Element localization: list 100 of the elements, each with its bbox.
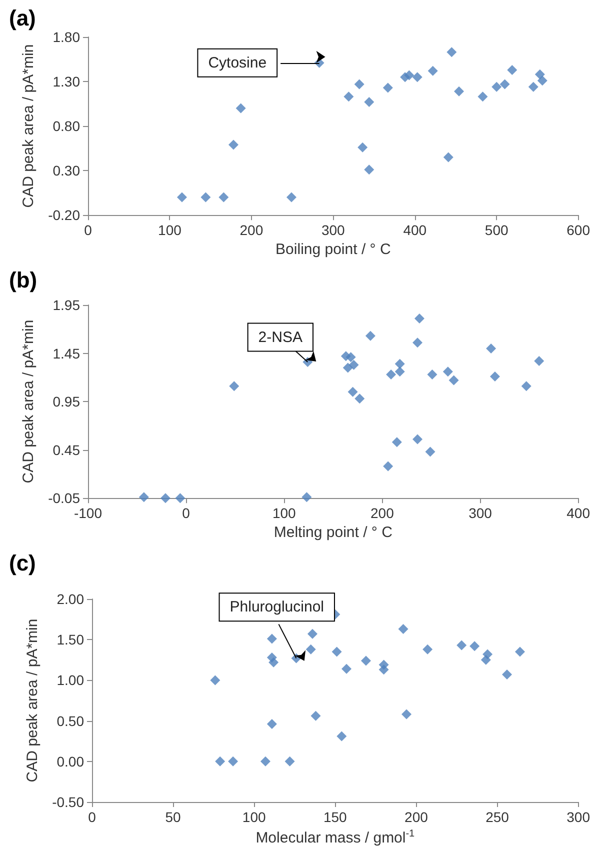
point (394, 366, 405, 377)
annotation: Cytosine (208, 54, 267, 72)
y-tick-label: 1.45 (52, 345, 80, 362)
point (176, 192, 187, 202)
point (442, 366, 453, 377)
point (486, 343, 496, 354)
chart-title: (b) (9, 268, 38, 292)
point (160, 493, 170, 504)
point (412, 338, 422, 348)
x-tick-label: 100 (242, 809, 266, 825)
x-tick-label: 200 (370, 505, 394, 522)
point (412, 434, 422, 444)
point (448, 375, 459, 386)
point (215, 756, 226, 766)
x-tick-label: 50 (165, 809, 182, 825)
y-tick-label: -0.20 (48, 207, 80, 224)
y-axis-title: CAD peak area / pA*min (20, 320, 37, 484)
point (365, 330, 376, 341)
point (236, 103, 246, 114)
annotation: Phluroglucinol (230, 598, 324, 616)
point (521, 381, 532, 392)
x-tick-label: 100 (272, 505, 296, 522)
y-tick-label: 0.50 (56, 712, 84, 729)
point (354, 79, 364, 90)
point (344, 92, 354, 102)
x-tick-label: 600 (566, 222, 590, 238)
y-tick-label: 1.80 (52, 29, 80, 45)
point (138, 492, 149, 502)
point (302, 492, 312, 502)
y-axis-title: CAD peak area / pA*min (24, 618, 41, 782)
x-tick-label: 250 (486, 809, 510, 825)
point (360, 656, 371, 666)
point (332, 646, 342, 657)
x-tick-label: 300 (321, 222, 346, 238)
point (500, 79, 510, 90)
point (478, 92, 488, 102)
point (454, 86, 464, 96)
point (490, 371, 500, 382)
point (382, 82, 393, 93)
point (310, 710, 321, 721)
point (175, 493, 186, 504)
point (534, 69, 545, 80)
point (528, 82, 538, 92)
point (428, 66, 438, 76)
y-tick-label: -0.50 (52, 794, 84, 810)
point (427, 370, 438, 380)
point (228, 140, 238, 150)
y-tick-label: 0.80 (52, 118, 80, 134)
point (456, 640, 467, 650)
x-tick-label: 200 (404, 809, 428, 825)
y-tick-label: 0.45 (52, 442, 80, 458)
point (502, 670, 512, 680)
x-tick-label: 200 (240, 222, 264, 238)
point (364, 164, 374, 175)
point (446, 47, 457, 58)
point (306, 644, 316, 654)
point (470, 641, 480, 652)
y-tick-label: 2.00 (56, 591, 84, 607)
point (392, 437, 402, 448)
point (404, 70, 414, 80)
y-tick-label: 0.00 (56, 753, 84, 770)
point (218, 192, 229, 202)
point (284, 756, 295, 766)
point (354, 394, 365, 404)
point (534, 356, 544, 366)
x-tick-label: 400 (403, 222, 427, 238)
x-tick-label: 400 (566, 505, 590, 522)
y-tick-label: 1.30 (52, 74, 80, 90)
point (383, 461, 394, 472)
y-tick-label: 1.95 (52, 297, 80, 313)
x-tick-label: 0 (88, 809, 96, 825)
point (348, 360, 359, 370)
x-tick-label: 300 (468, 505, 492, 522)
x-axis-title: Boiling point / ° C (276, 241, 391, 258)
point (229, 381, 240, 392)
x-tick-label: -100 (74, 505, 102, 522)
point (482, 649, 493, 660)
point (492, 82, 502, 92)
point (358, 142, 368, 152)
point (200, 192, 211, 202)
point (228, 756, 238, 766)
point (386, 370, 396, 380)
point (260, 756, 270, 766)
point (342, 362, 353, 373)
point (346, 352, 356, 362)
point (514, 646, 525, 657)
y-axis-title: CAD peak area / pA*min (20, 44, 37, 208)
point (398, 624, 408, 634)
point (414, 314, 424, 324)
x-tick-label: 500 (484, 222, 508, 238)
point (210, 675, 220, 686)
point (348, 386, 358, 397)
point (401, 709, 412, 720)
point (422, 644, 433, 654)
chart-title: (c) (9, 550, 36, 576)
point (336, 731, 347, 742)
point (507, 64, 518, 75)
point (266, 634, 277, 644)
annotation: 2-NSA (258, 328, 302, 346)
point (394, 358, 405, 369)
